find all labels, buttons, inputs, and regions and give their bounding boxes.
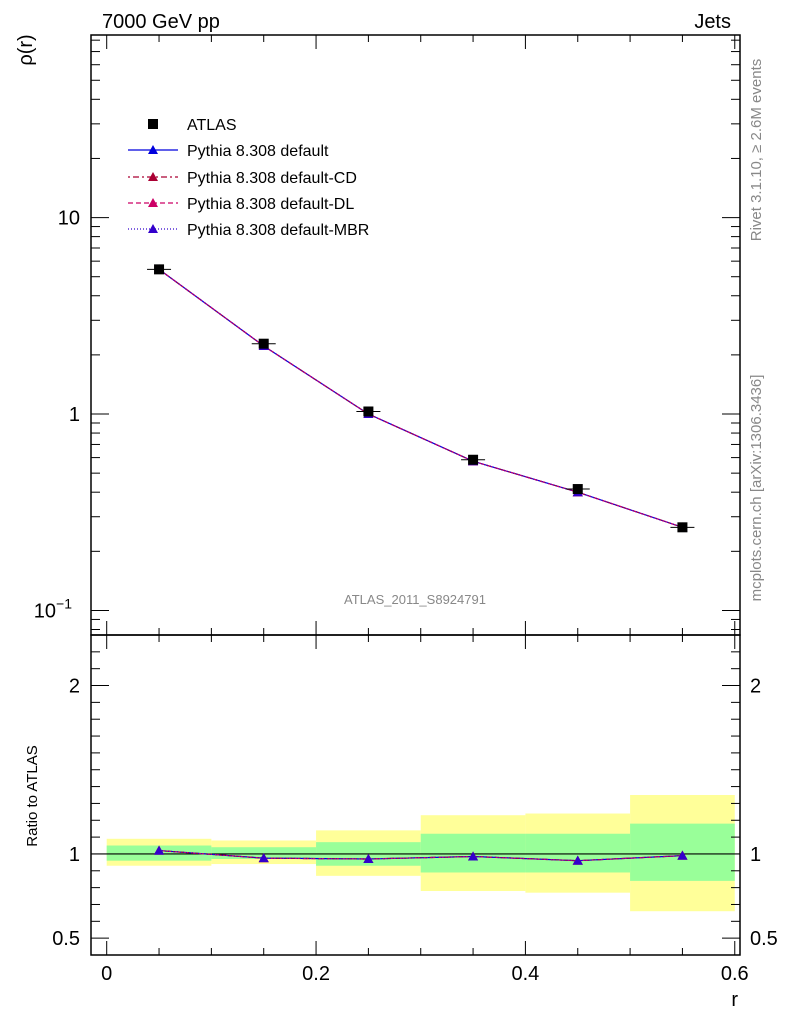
main-lines [154,264,688,532]
data-point [363,406,374,417]
legend-marker [148,198,158,207]
series-line [158,268,683,528]
ratio-marker [258,853,269,863]
series-line [158,268,683,528]
main-ylabel: ρ(r) [15,34,37,65]
data-point [677,522,688,533]
header-left: 7000 GeV pp [102,11,220,33]
x-tick-label: 0.2 [302,963,330,985]
legend-marker [148,145,158,154]
ratio-y-tick-label: 0.5 [52,928,80,950]
data-point [572,484,583,495]
ratio-line [158,849,683,862]
rivet-label: Rivet 3.1.10, ≥ 2.6M events [748,59,765,242]
legend-marker-data [148,119,158,129]
legend-label: Pythia 8.308 default-DL [187,196,354,213]
ratio-marker [154,845,165,855]
series-line [158,268,683,528]
data-point [154,264,165,275]
ratio-marker [363,854,374,863]
watermark: ATLAS_2011_S8924791 [344,592,486,607]
y-tick-base: 10 [34,600,56,622]
ratio-y-tick-label: 2 [69,676,80,698]
ratio-line [158,849,683,862]
legend-label: Pythia 8.308 default [187,143,329,160]
green-band-bin [525,833,631,873]
x-tick-label: 0 [101,963,112,985]
x-tick-label: 0.6 [721,963,749,985]
legend-label: Pythia 8.308 default-MBR [187,222,369,239]
legend-marker [148,224,158,233]
legend [128,119,178,233]
x-tick-label: 0.4 [512,963,540,985]
data-point [468,454,479,465]
ratio-frame [90,634,741,956]
y-tick-label: 10 [58,208,80,230]
header-right: Jets [694,11,731,33]
ratio-y-tick-label-right: 1 [750,844,761,866]
y-tick-label: 10−1 [34,595,72,622]
ratio-y-tick-label: 1 [69,844,80,866]
y-tick-label: 1 [69,404,80,426]
axis-ticks [91,35,740,956]
ratio-bands [91,795,740,912]
legend-marker [148,172,158,181]
ratio-ylabel: Ratio to ATLAS [24,745,41,846]
source-label: mcplots.cern.ch [arXiv:1306.3436] [748,375,765,602]
ratio-lines [154,845,688,865]
ratio-marker [677,850,688,860]
y-tick-exponent: −1 [56,595,72,611]
series-line [158,268,683,528]
ratio-y-tick-label-right: 0.5 [750,928,778,950]
xlabel: r [731,989,738,1011]
legend-label: ATLAS [187,117,237,134]
ratio-y-tick-label-right: 2 [750,676,761,698]
data-points [147,264,695,533]
green-band-bin [211,847,317,859]
ratio-marker [572,855,583,865]
ratio-marker [468,851,479,861]
legend-label: Pythia 8.308 default-CD [187,170,357,187]
plot-frames [90,34,741,956]
data-point [258,338,269,349]
